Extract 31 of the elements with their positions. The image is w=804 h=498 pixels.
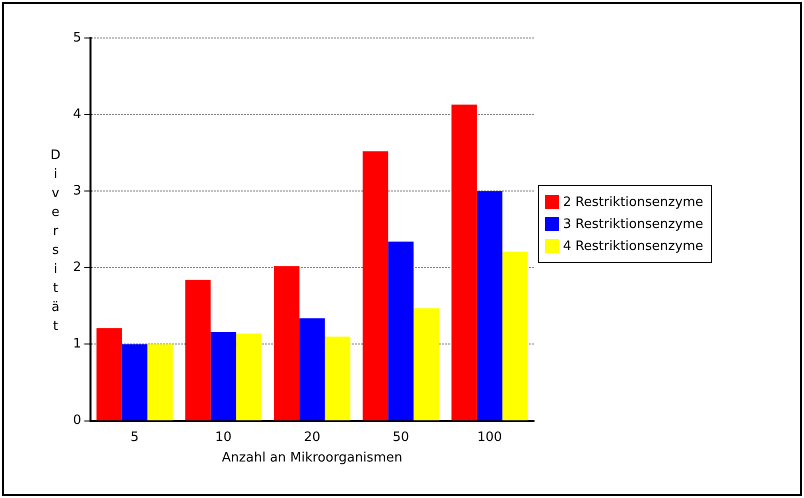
x-tick-label: 20: [304, 430, 320, 445]
bar: [414, 308, 440, 420]
y-tick-label: 1: [72, 336, 82, 352]
x-tick-label: 10: [215, 430, 232, 445]
bar: [122, 344, 148, 420]
y-axis-title: Diversität: [48, 148, 63, 338]
bar: [476, 191, 502, 420]
bar: [299, 318, 325, 420]
legend-label: 2 Restriktionsenzyme: [563, 194, 704, 210]
legend-label: 4 Restriktionsenzyme: [563, 238, 704, 254]
x-tick-label: 100: [477, 430, 502, 445]
x-tick-label: 5: [130, 430, 139, 445]
legend-label: 3 Restriktionsenzyme: [563, 216, 704, 232]
bar: [362, 151, 388, 420]
bar: [502, 252, 528, 420]
y-tick-label: 3: [72, 183, 82, 198]
bar: [451, 104, 477, 420]
y-tick-label: 2: [72, 260, 82, 276]
bar: [388, 242, 414, 420]
bar: [185, 280, 211, 420]
bar: [147, 344, 173, 420]
x-axis-title: Anzahl an Mikroorganismen: [222, 450, 402, 466]
bar: [236, 334, 262, 420]
y-tick-label: 4: [72, 106, 82, 122]
bar: [210, 332, 236, 420]
bar: [324, 336, 350, 420]
y-tick-label: 5: [72, 30, 82, 46]
y-tick-label: 0: [72, 413, 82, 428]
bar: [96, 328, 122, 420]
bar: [274, 266, 300, 420]
x-tick-label: 50: [392, 430, 410, 445]
